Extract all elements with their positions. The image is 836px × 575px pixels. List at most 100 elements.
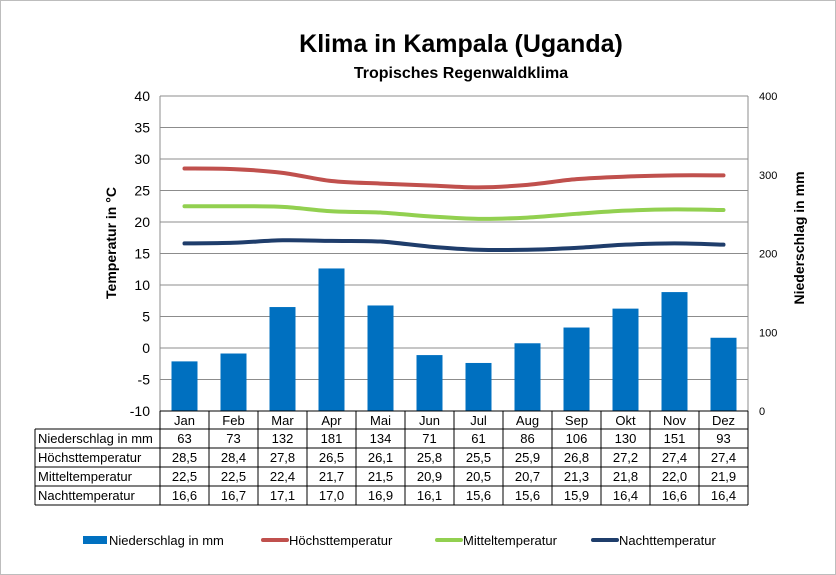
x-tick-label: Mai <box>370 413 391 428</box>
legend-label: Höchsttemperatur <box>289 533 393 548</box>
table-cell: 21,5 <box>368 469 393 484</box>
y-tick-left: 0 <box>142 340 150 356</box>
table-cell: 130 <box>615 431 637 446</box>
table-cell: 63 <box>177 431 191 446</box>
table-cell: 21,7 <box>319 469 344 484</box>
table-cell: 28,5 <box>172 450 197 465</box>
y-tick-left: -10 <box>130 403 150 419</box>
table-cell: 26,8 <box>564 450 589 465</box>
y-tick-right: 100 <box>759 327 777 339</box>
chart-title: Klima in Kampala (Uganda) <box>299 30 623 58</box>
table-cell: 26,5 <box>319 450 344 465</box>
y-tick-right: 300 <box>759 170 777 182</box>
table-cell: 27,4 <box>711 450 736 465</box>
table-cell: 21,3 <box>564 469 589 484</box>
table-cell: 17,1 <box>270 488 295 503</box>
table-cell: 16,7 <box>221 488 246 503</box>
x-tick-label: Apr <box>321 413 342 428</box>
table-cell: 71 <box>422 431 436 446</box>
x-tick-label: Jan <box>174 413 195 428</box>
y-tick-left: 15 <box>134 246 150 262</box>
y-axis-label-right: Niederschlag in mm <box>791 171 807 304</box>
y-tick-left: 20 <box>134 214 150 230</box>
x-tick-label: Mar <box>271 413 294 428</box>
bar-jan <box>171 361 198 411</box>
y-tick-left: 30 <box>134 151 150 167</box>
bar-mai <box>367 305 394 411</box>
table-cell: 26,1 <box>368 450 393 465</box>
y-tick-right: 200 <box>759 249 777 261</box>
table-cell: 27,2 <box>613 450 638 465</box>
bar-mar <box>269 307 296 411</box>
bar-okt <box>612 308 639 411</box>
table-cell: 27,4 <box>662 450 687 465</box>
table-cell: 16,4 <box>613 488 638 503</box>
bar-feb <box>220 353 247 411</box>
table-cell: 21,8 <box>613 469 638 484</box>
table-cell: 25,8 <box>417 450 442 465</box>
table-row-label: Niederschlag in mm <box>38 431 153 446</box>
table-cell: 20,9 <box>417 469 442 484</box>
chart-subtitle: Tropisches Regenwaldklima <box>354 65 568 82</box>
table-cell: 16,4 <box>711 488 736 503</box>
y-tick-left: 10 <box>134 277 150 293</box>
bar-aug <box>514 343 541 411</box>
table-cell: 93 <box>716 431 730 446</box>
table-row-label: Nachttemperatur <box>38 488 135 503</box>
table-cell: 16,6 <box>172 488 197 503</box>
x-tick-label: Feb <box>222 413 244 428</box>
y-tick-left: -5 <box>138 372 151 388</box>
bar-jul <box>465 362 492 411</box>
y-tick-left: 35 <box>134 120 150 136</box>
table-cell: 22,0 <box>662 469 687 484</box>
legend-label: Nachttemperatur <box>619 533 716 548</box>
table-cell: 28,4 <box>221 450 246 465</box>
table-cell: 15,9 <box>564 488 589 503</box>
bar-sep <box>563 327 590 411</box>
bar-jun <box>416 355 443 411</box>
y-tick-left: 40 <box>134 88 150 104</box>
y-tick-right: 0 <box>759 406 765 418</box>
table-cell: 181 <box>321 431 343 446</box>
x-tick-label: Sep <box>565 413 588 428</box>
y-tick-left: 5 <box>142 309 150 325</box>
table-cell: 25,5 <box>466 450 491 465</box>
table-cell: 21,9 <box>711 469 736 484</box>
legend-label: Niederschlag in mm <box>109 533 224 548</box>
bar-dez <box>710 337 737 411</box>
table-cell: 17,0 <box>319 488 344 503</box>
table-cell: 22,5 <box>221 469 246 484</box>
bar-nov <box>661 292 688 411</box>
x-tick-label: Jun <box>419 413 440 428</box>
y-tick-left: 25 <box>134 183 150 199</box>
table-cell: 16,1 <box>417 488 442 503</box>
y-axis-label-left: Temperatur in °C <box>103 187 119 299</box>
table-cell: 15,6 <box>466 488 491 503</box>
y-tick-right: 400 <box>759 91 777 103</box>
line-series-1 <box>182 166 726 190</box>
table-row-label: Mitteltemperatur <box>38 469 133 484</box>
table-cell: 61 <box>471 431 485 446</box>
legend-label: Mitteltemperatur <box>463 533 558 548</box>
x-tick-label: Nov <box>663 413 687 428</box>
table-cell: 25,9 <box>515 450 540 465</box>
table-cell: 20,5 <box>466 469 491 484</box>
legend-swatch <box>83 536 107 544</box>
table-cell: 22,5 <box>172 469 197 484</box>
table-cell: 22,4 <box>270 469 295 484</box>
table-cell: 134 <box>370 431 392 446</box>
table-cell: 20,7 <box>515 469 540 484</box>
x-tick-label: Aug <box>516 413 539 428</box>
table-cell: 151 <box>664 431 686 446</box>
table-cell: 132 <box>272 431 294 446</box>
table-cell: 16,9 <box>368 488 393 503</box>
table-cell: 73 <box>226 431 240 446</box>
x-tick-label: Jul <box>470 413 487 428</box>
bar-apr <box>318 268 345 411</box>
table-cell: 15,6 <box>515 488 540 503</box>
table-row-label: Höchsttemperatur <box>38 450 142 465</box>
table-cell: 106 <box>566 431 588 446</box>
table-cell: 27,8 <box>270 450 295 465</box>
